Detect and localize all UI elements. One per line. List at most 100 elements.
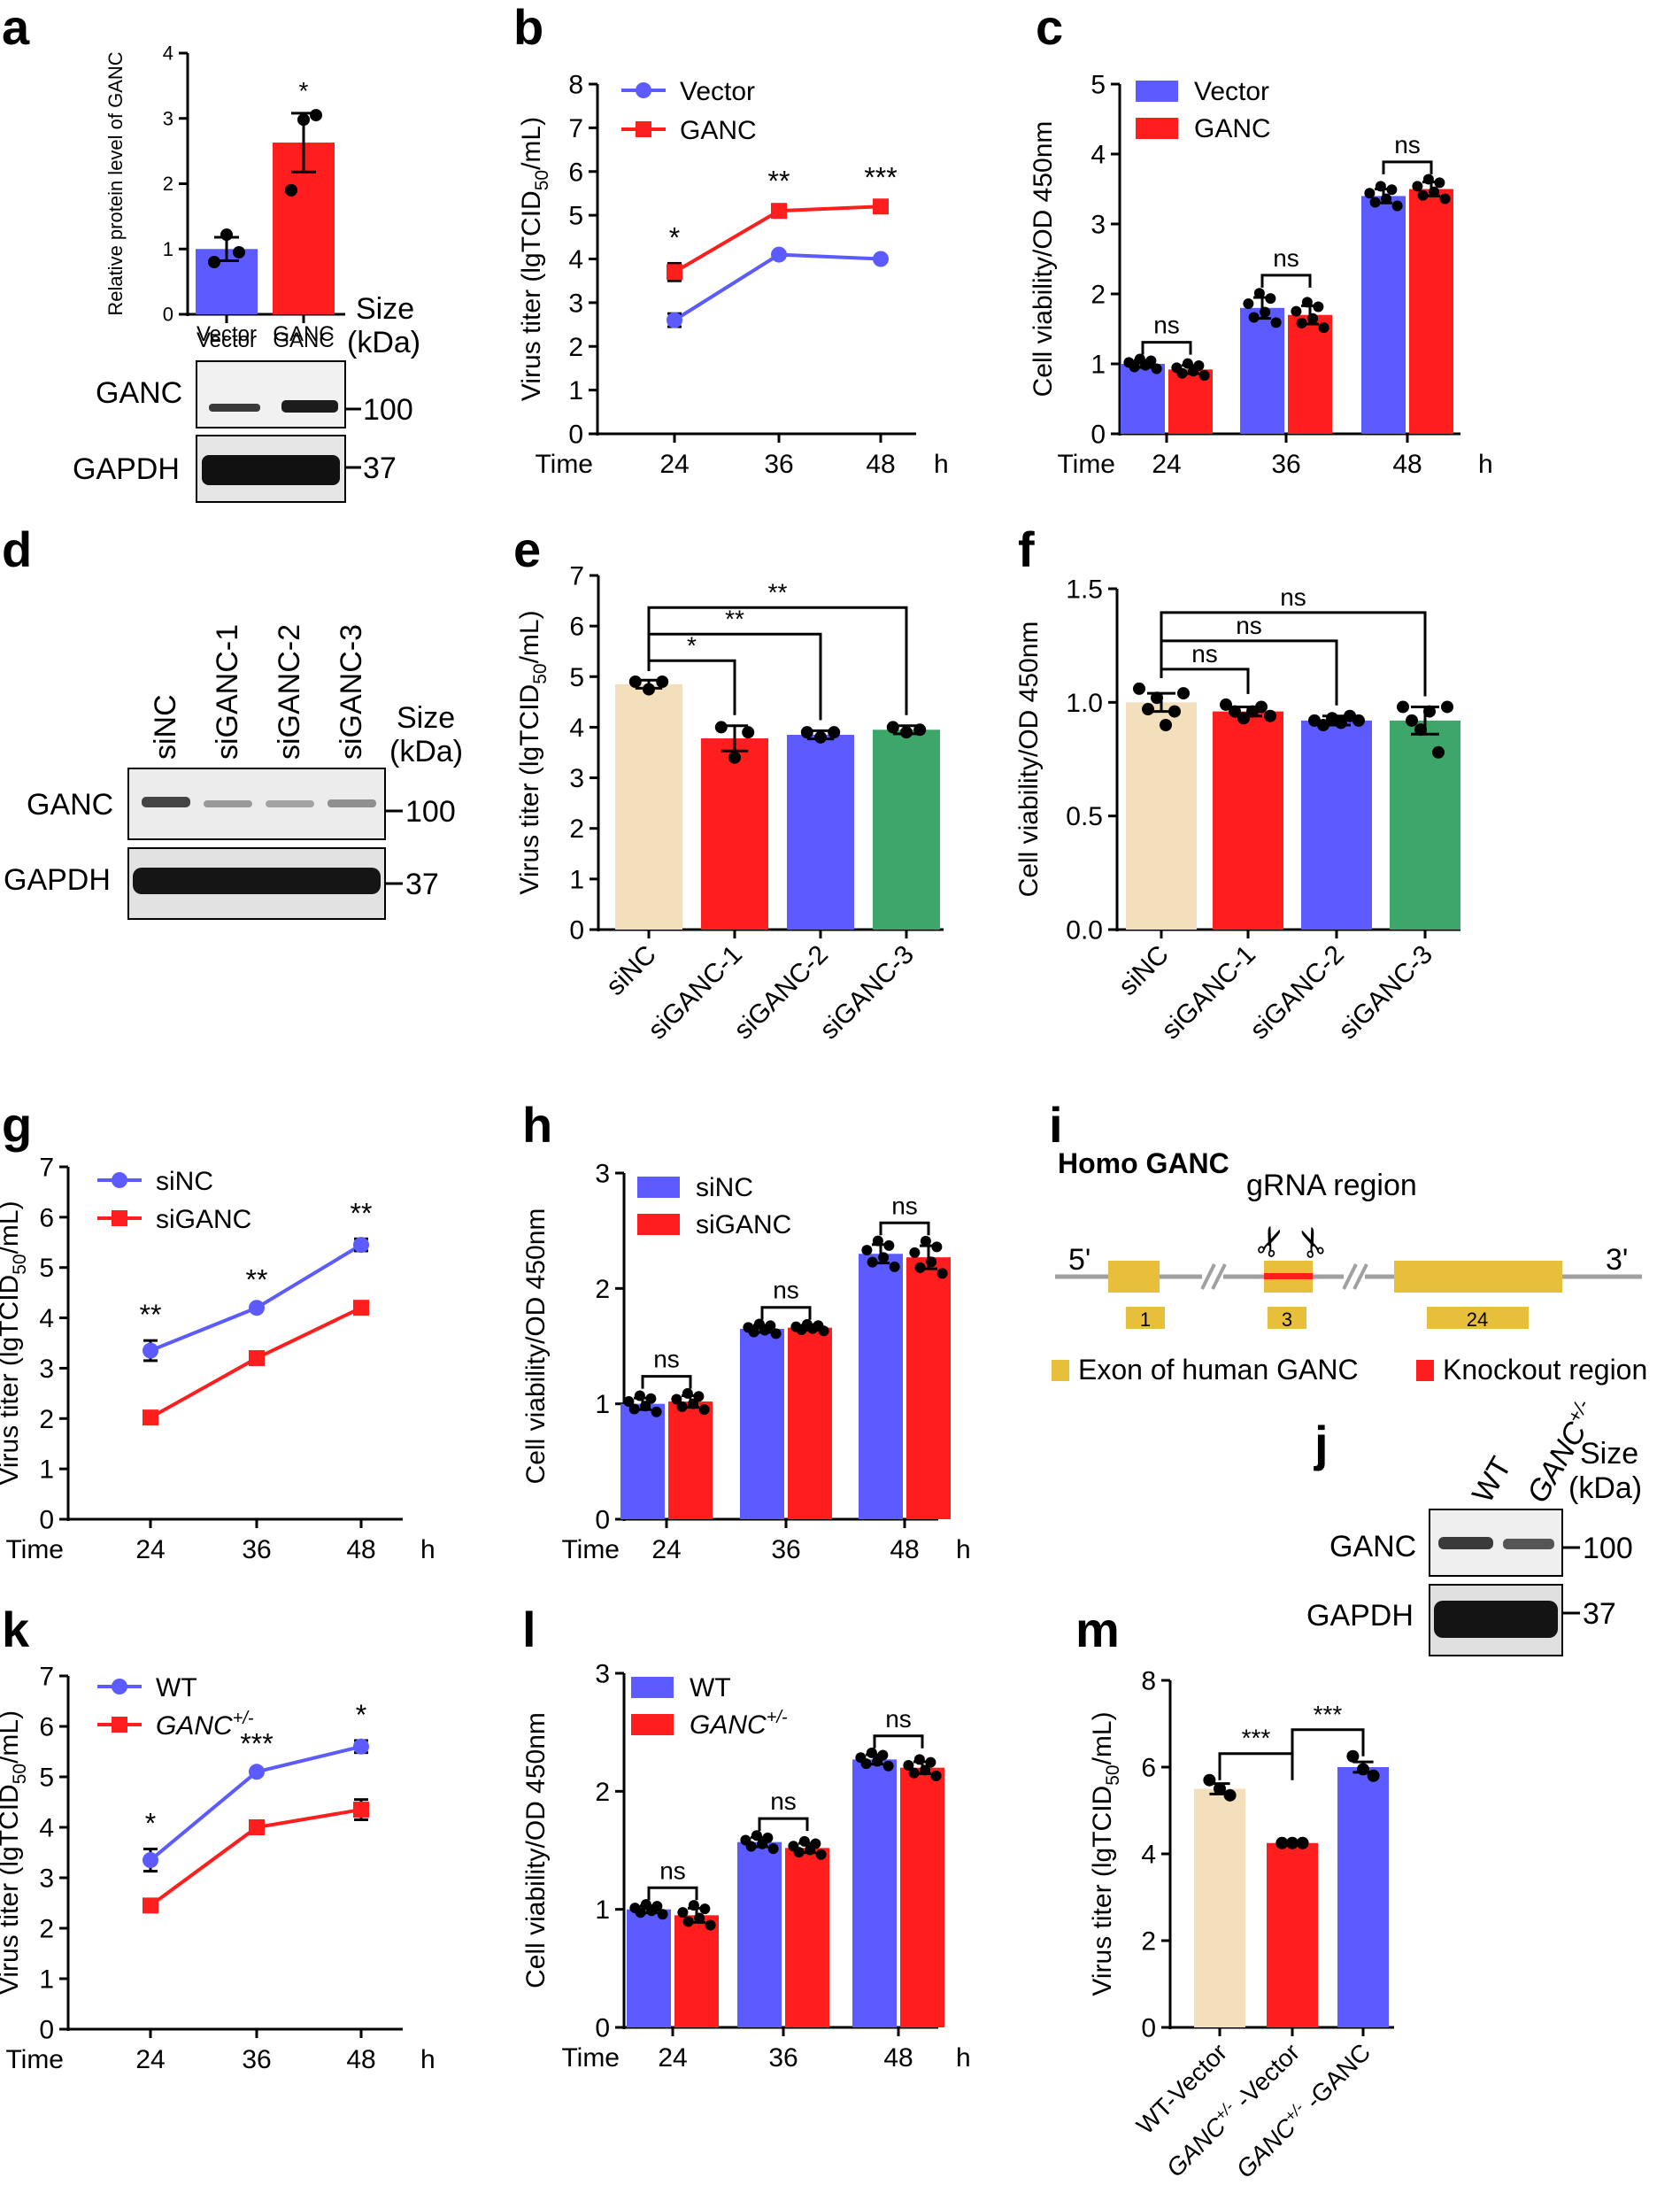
m-y-tick-label: 0	[1141, 2014, 1156, 2043]
e-y-tick-label: 5	[569, 663, 584, 692]
g-y-tick-label: 3	[39, 1355, 54, 1384]
k-x-tick-label: 48	[346, 2045, 375, 2074]
h-significance-bracket	[760, 1306, 812, 1320]
l-y-tick-label: 3	[595, 1660, 610, 1689]
e-significance-bracket	[647, 606, 908, 715]
g-point-marker	[143, 1342, 158, 1359]
l-unit-label: h	[956, 2043, 971, 2073]
c-significance-bracket	[1382, 160, 1433, 174]
k-legend-label: GANC+/-	[156, 1709, 254, 1741]
chart-b: 0 1 2 3 4 5 6 7 8 Virus titer (lgTCID50/mL) 24 36 48…	[517, 71, 949, 480]
e-significance-label: *	[687, 631, 697, 659]
g-y-axis-label: Virus titer (lgTCID50/mL)	[0, 1201, 30, 1485]
l-data-point	[903, 1760, 914, 1771]
c-significance-bracket	[1260, 274, 1312, 288]
g-legend-label: siGANC	[156, 1205, 251, 1234]
l-bar	[627, 1909, 671, 2027]
scissors-icon-right: ✂	[1287, 1219, 1339, 1264]
blot-a-ganc-band-1	[209, 404, 260, 412]
b-y-tick-label: 3	[568, 289, 583, 318]
e-data-point	[828, 726, 841, 739]
a-significance-label: *	[299, 77, 309, 104]
c-data-point	[1391, 200, 1403, 212]
a-category-label: GANC	[273, 322, 334, 346]
blot-a: Vector GANC Size (kDa) GANC GAPDH 100 37	[73, 292, 420, 503]
h-unit-label: h	[956, 1535, 971, 1564]
f-y-tick-label: 0.0	[1066, 916, 1103, 946]
f-data-point	[1397, 700, 1409, 714]
g-x-tick-label: 48	[346, 1535, 375, 1564]
g-time-label: Time	[5, 1535, 64, 1564]
c-x-tick-label: 36	[1271, 450, 1300, 479]
f-significance-label: ns	[1191, 640, 1218, 668]
e-data-point	[714, 721, 728, 734]
k-y-label-main: Virus titer (lgTCID	[0, 1784, 24, 1995]
blot-j-gapdh-band	[1434, 1601, 1558, 1638]
c-x-tick-label: 24	[1152, 450, 1181, 479]
l-data-point	[705, 1919, 716, 1931]
blot-d-gapdh-band	[133, 868, 381, 894]
exon-3-number: 3	[1282, 1309, 1292, 1331]
m-y-tick-label: 8	[1141, 1667, 1156, 1696]
g-point-marker	[143, 1409, 158, 1426]
blot-d-lane-4: siGANC-3	[335, 624, 368, 760]
f-data-point	[1406, 714, 1418, 727]
blot-a-kda-header: (kDa)	[347, 326, 420, 359]
b-y-label-sub: 50	[532, 170, 552, 190]
g-y-tick-label: 7	[39, 1154, 54, 1183]
blot-d-mw-37: 37	[405, 868, 439, 901]
c-data-point	[1270, 317, 1282, 328]
h-x-tick-label: 24	[651, 1535, 681, 1564]
f-significance-bracket	[1160, 611, 1427, 697]
c-significance-label: ns	[1394, 131, 1421, 158]
c-legend-swatch	[1136, 81, 1178, 102]
blot-a-gapdh-band	[202, 455, 340, 485]
e-category-label: siGANC-3	[814, 940, 920, 1046]
l-bar	[852, 1759, 897, 2027]
a-data-point	[233, 245, 245, 259]
c-bar	[1409, 189, 1453, 434]
blot-a-ganc-band-2	[281, 400, 338, 413]
k-y-label-tail: /mL)	[0, 1710, 24, 1764]
l-legend-label-main: GANC	[690, 1710, 767, 1740]
e-category-label: siGANC-2	[728, 940, 834, 1046]
h-data-point	[909, 1247, 921, 1258]
c-y-tick-label: 0	[1090, 421, 1106, 450]
c-significance-label: ns	[1273, 244, 1299, 272]
b-point-marker	[667, 312, 682, 328]
f-category-label: siGANC-2	[1245, 940, 1350, 1046]
blot-j-mw-37: 37	[1583, 1597, 1616, 1631]
l-bar	[900, 1767, 944, 2027]
e-data-point	[742, 726, 755, 739]
a-y-tick-label: 1	[163, 238, 173, 260]
k-y-label-sub: 50	[10, 1764, 30, 1784]
h-y-tick-label: 3	[595, 1160, 610, 1189]
e-y-label-main: Virus titer (lgTCID	[515, 684, 544, 895]
h-data-point	[698, 1404, 710, 1416]
h-significance-label: ns	[773, 1277, 799, 1304]
k-y-tick-label: 2	[39, 1915, 54, 1944]
b-significance-label: *	[669, 221, 680, 253]
gene-break-1-slash-a	[1200, 1263, 1216, 1290]
panel-label-m: m	[1075, 1602, 1120, 1657]
h-significance-label: ns	[891, 1192, 918, 1219]
k-point-marker	[353, 1738, 369, 1755]
b-point-marker	[667, 264, 682, 281]
m-data-point	[1346, 1749, 1360, 1763]
k-y-tick-label: 6	[39, 1713, 54, 1742]
g-y-label-sub: 50	[10, 1254, 30, 1274]
c-y-axis-label: Cell viability/OD 450nm	[1029, 121, 1058, 398]
blot-a-lane-2: GANC	[273, 328, 334, 352]
b-y-tick-label: 7	[568, 114, 583, 143]
blot-d-mw-100: 100	[405, 795, 456, 829]
g-significance-label: **	[246, 1263, 268, 1295]
b-significance-label: **	[768, 165, 790, 197]
blot-j-size-header: Size	[1580, 1437, 1638, 1471]
knockout-region-mark	[1264, 1273, 1313, 1279]
h-x-tick-label: 48	[890, 1535, 919, 1564]
k-x-tick-label: 24	[135, 2045, 165, 2074]
blot-d-ganc-band-3	[266, 800, 314, 807]
f-data-point	[1177, 687, 1190, 700]
a-data-point	[285, 183, 297, 197]
k-legend-label-main: GANC	[156, 1711, 233, 1741]
